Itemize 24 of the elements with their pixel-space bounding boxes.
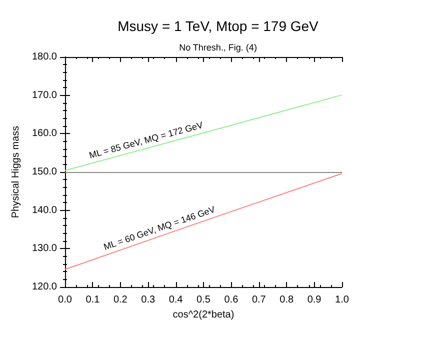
chart-title: Msusy = 1 TeV, Mtop = 179 GeV [118,18,320,34]
annotation: ML = 85 GeV, MQ = 172 GeV [88,120,204,160]
y-tick-label: 180.0 [32,52,58,62]
x-tick-label: 0.3 [141,294,156,306]
x-tick-label: 0.2 [113,294,128,306]
x-tick-label: 0.7 [252,294,266,306]
y-tick-label: 120.0 [32,282,58,292]
y-tick-label: 140.0 [32,204,58,216]
x-axis-title: cos^2(2*beta) [172,309,234,320]
y-tick-label: 150.0 [32,166,58,178]
x-tick-label: 1.0 [335,294,350,306]
x-tick-label: 0.6 [224,294,239,306]
chart-subtitle: No Thresh., Fig. (4) [179,42,257,52]
y-tick-label: 170.0 [32,90,58,101]
x-tick-label: 0.9 [307,294,322,306]
x-tick-label: 0.0 [58,294,72,306]
y-axis-title: Physical Higgs mass [10,126,22,218]
x-tick-label: 0.1 [86,294,100,306]
x-tick-label: 0.5 [196,294,211,306]
x-tick-label: 0.8 [280,294,294,306]
y-tick-label: 160.0 [32,128,58,140]
annotation: ML = 60 GeV, MQ = 146 GeV [102,204,216,252]
x-tick-label: 0.4 [168,294,184,306]
y-tick-label: 130.0 [32,243,58,254]
